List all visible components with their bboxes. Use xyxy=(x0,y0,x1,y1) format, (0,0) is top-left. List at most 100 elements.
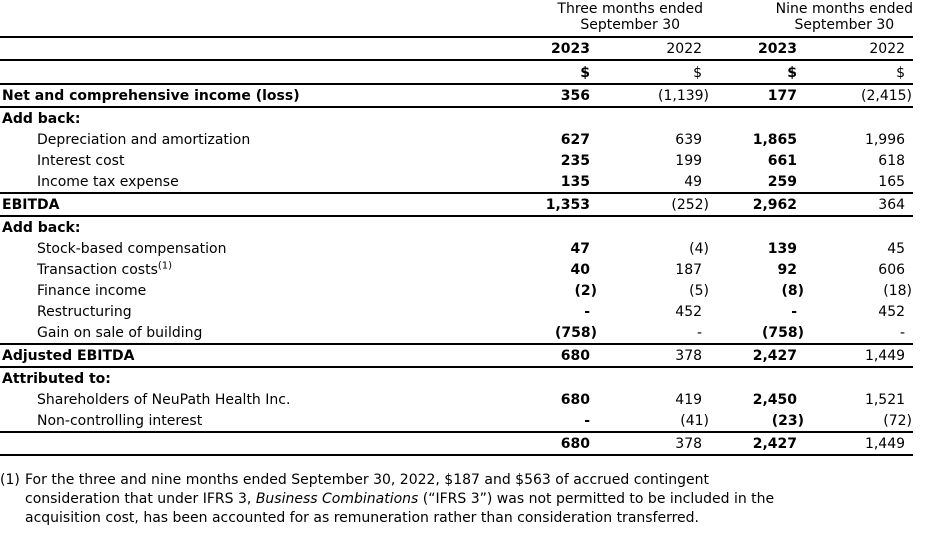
row-attributed-to: Attributed to: xyxy=(0,367,913,389)
value-cell: - xyxy=(791,304,798,320)
value-cell: 235 xyxy=(560,153,590,169)
row-label: Adjusted EBITDA xyxy=(0,343,468,368)
period-header-line2: September 30 xyxy=(580,17,681,33)
currency-symbol: $ xyxy=(710,60,806,85)
value-cell: 639 xyxy=(675,132,703,148)
value-cell: (1,139) xyxy=(598,84,711,108)
footnote-line: acquisition cost, has been accounted for… xyxy=(25,510,700,526)
value-cell: 2,427 xyxy=(710,343,806,368)
value-cell: 177 xyxy=(710,84,806,108)
period-header-line1: Nine months ended xyxy=(775,1,914,17)
year-header: 2023 xyxy=(710,37,806,61)
row-add-back: Add back: xyxy=(0,107,913,129)
value-cell: (252) xyxy=(598,192,711,217)
value-cell: 364 xyxy=(805,192,914,217)
value-cell: 661 xyxy=(767,153,798,169)
footnote-marker: (1) xyxy=(0,472,20,488)
row-label: Net and comprehensive income (loss) xyxy=(0,84,468,108)
footnote-italic-title: Business Combinations xyxy=(255,491,419,507)
row-label xyxy=(0,431,468,456)
value-cell: 378 xyxy=(598,431,711,456)
value-cell: 135 xyxy=(560,174,590,190)
value-cell: 1,996 xyxy=(864,132,906,148)
row-add-back: Add back: xyxy=(0,216,913,238)
value-cell: 92 xyxy=(777,262,798,278)
value-cell: 1,865 xyxy=(752,132,798,148)
value-cell: 165 xyxy=(878,174,906,190)
currency-symbol: $ xyxy=(805,60,914,85)
value-cell: 680 xyxy=(468,431,598,456)
empty-header-cell xyxy=(0,1,468,38)
value-cell: - xyxy=(584,304,590,320)
row-label: Finance income xyxy=(37,283,147,299)
value-cell: 199 xyxy=(675,153,703,169)
year-header-row: 2023 2022 2023 2022 xyxy=(0,37,914,61)
value-cell: (2) xyxy=(574,283,597,299)
value-cell: 45 xyxy=(887,241,906,257)
row-depreciation-amortization: Depreciation and amortization 627 639 1,… xyxy=(0,129,913,150)
value-cell: 1,521 xyxy=(864,392,906,408)
value-cell: 2,962 xyxy=(710,192,806,217)
value-cell: (5) xyxy=(689,283,710,299)
row-interest-cost: Interest cost 235 199 661 618 xyxy=(0,150,913,171)
currency-row: $ $ $ $ xyxy=(0,60,914,85)
period-header-line2: September 30 xyxy=(794,17,895,33)
value-cell: (41) xyxy=(680,413,710,429)
year-header: 2022 xyxy=(598,37,711,61)
currency-symbol: $ xyxy=(598,60,711,85)
value-cell: 47 xyxy=(570,241,590,257)
value-cell: 2,450 xyxy=(752,392,798,408)
value-cell: 627 xyxy=(560,132,590,148)
value-cell: - xyxy=(899,325,906,341)
row-label: Attributed to: xyxy=(2,371,111,387)
value-cell: 618 xyxy=(878,153,906,169)
year-header: 2023 xyxy=(468,37,598,61)
empty-header-cell xyxy=(0,37,468,61)
row-income-tax-expense: Income tax expense 135 49 259 165 xyxy=(0,171,913,193)
value-cell: 1,449 xyxy=(805,343,914,368)
row-finance-income: Finance income (2) (5) (8) (18) xyxy=(0,280,913,301)
value-cell: (4) xyxy=(689,241,710,257)
value-cell: (72) xyxy=(883,413,913,429)
ebitda-reconciliation-table: Three months ended September 30 Nine mon… xyxy=(0,1,914,456)
row-label: Restructuring xyxy=(37,304,132,320)
value-cell: (23) xyxy=(771,413,805,429)
row-label: Income tax expense xyxy=(37,174,179,190)
value-cell: 680 xyxy=(560,392,590,408)
currency-symbol: $ xyxy=(468,60,598,85)
value-cell: 1,353 xyxy=(468,192,598,217)
row-adjusted-ebitda: Adjusted EBITDA 680 378 2,427 1,449 xyxy=(0,343,914,368)
value-cell: (8) xyxy=(781,283,805,299)
footnote-line: For the three and nine months ended Sept… xyxy=(25,472,710,488)
value-cell: 378 xyxy=(598,343,711,368)
period-group-header-row: Three months ended September 30 Nine mon… xyxy=(0,1,914,38)
value-cell: (18) xyxy=(883,283,913,299)
row-shareholders: Shareholders of NeuPath Health Inc. 680 … xyxy=(0,389,913,410)
row-label: EBITDA xyxy=(0,192,468,217)
row-ebitda: EBITDA 1,353 (252) 2,962 364 xyxy=(0,192,914,217)
value-cell: 606 xyxy=(878,262,906,278)
row-label: Interest cost xyxy=(37,153,125,169)
row-label: Non-controlling interest xyxy=(37,413,203,429)
row-label: Gain on sale of building xyxy=(37,325,203,341)
value-cell: 1,449 xyxy=(805,431,914,456)
row-stock-based-compensation: Stock-based compensation 47 (4) 139 45 xyxy=(0,238,913,259)
footnote-line: consideration that under IFRS 3, Busines… xyxy=(25,491,775,507)
row-non-controlling-interest: Non-controlling interest - (41) (23) (72… xyxy=(0,410,913,432)
row-label: Add back: xyxy=(2,220,81,236)
row-label: Add back: xyxy=(2,111,81,127)
value-cell: 356 xyxy=(468,84,598,108)
value-cell: 680 xyxy=(468,343,598,368)
value-cell: 187 xyxy=(675,262,703,278)
row-label: Shareholders of NeuPath Health Inc. xyxy=(37,392,291,408)
value-cell: (758) xyxy=(554,325,597,341)
footnote-reference: (1) xyxy=(157,260,173,272)
footnote: (1) For the three and nine months ended … xyxy=(0,471,920,528)
value-cell: 40 xyxy=(570,262,590,278)
value-cell: 419 xyxy=(675,392,703,408)
period-header-line1: Three months ended xyxy=(557,1,704,17)
row-label: Stock-based compensation xyxy=(37,241,227,257)
row-net-income: Net and comprehensive income (loss) 356 … xyxy=(0,84,914,108)
value-cell: 452 xyxy=(878,304,906,320)
